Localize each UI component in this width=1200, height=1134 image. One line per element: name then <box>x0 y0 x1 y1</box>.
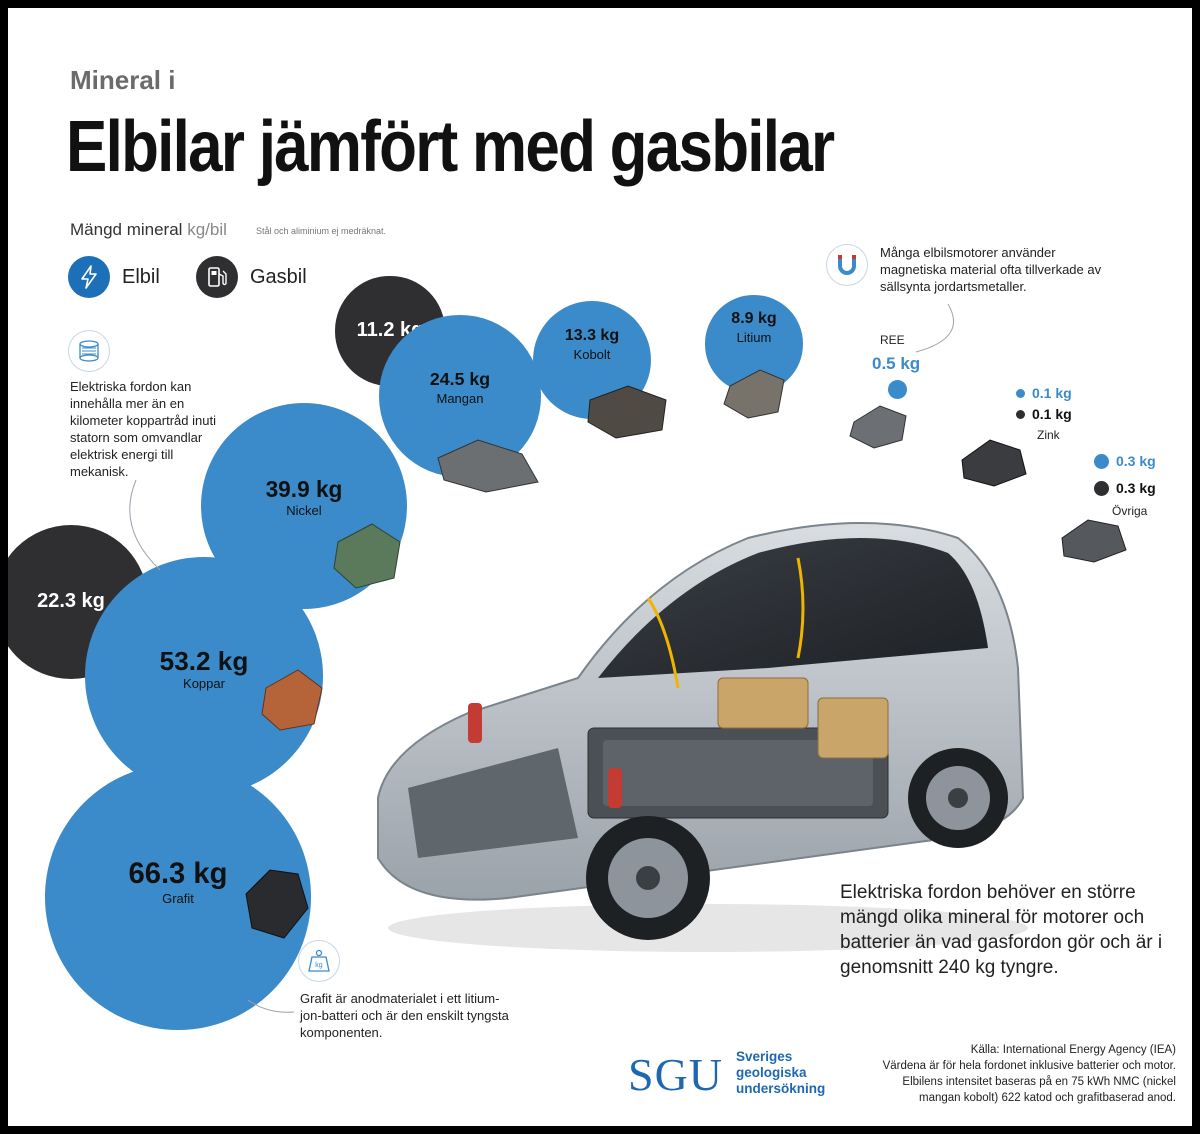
sgu-org-name: Sveriges geologiska undersökning <box>736 1049 825 1097</box>
ree-elbil-value: 0.5 kg <box>872 354 921 373</box>
wire-spool-icon <box>68 330 110 372</box>
chart-subtitle: Mängd mineral kg/bil <box>70 220 227 240</box>
subtitle-label: Mängd mineral <box>70 220 183 239</box>
copper-arrow <box>129 479 161 571</box>
source-line-3: Elbilens intensitet baseras på en 75 kWh… <box>902 1076 1176 1088</box>
bubble-elbil-mangan: 24.5 kg Mangan <box>379 315 541 477</box>
rock-ovriga <box>1061 519 1127 563</box>
zink-gasbil-row: 0.1 kg <box>1016 406 1072 422</box>
weight-icon-text: kg <box>315 962 323 969</box>
ree-label: REE <box>880 333 905 347</box>
fuel-pump-icon <box>196 256 238 298</box>
zink-label: Zink <box>1037 428 1060 442</box>
legend-gasbil: Gasbil <box>196 256 307 298</box>
org-line-2: geologiska <box>736 1065 807 1080</box>
kicker-text: Mineral i <box>70 65 176 95</box>
subtitle-unit: kg/bil <box>187 220 227 239</box>
legend-elbil-label: Elbil <box>122 265 160 288</box>
graphite-note: Grafit är anodmaterialet i ett litium-jo… <box>300 991 509 1040</box>
zink-gasbil-value: 0.1 kg <box>1032 406 1072 422</box>
lightning-icon <box>68 256 110 298</box>
ovriga-gasbil-dot <box>1094 480 1109 496</box>
rock-ree <box>849 405 907 449</box>
value-label-elbil-nickel: 39.9 kg <box>265 475 343 502</box>
value-label-elbil-kobolt: 13.3 kg <box>564 326 620 344</box>
bubble-elbil-nickel: 39.9 kg Nickel <box>201 403 407 609</box>
bubble-elbil-kobolt: 13.3 kg Kobolt <box>532 300 652 420</box>
ovriga-elbil-row: 0.3 kg <box>1094 453 1156 469</box>
summary-claim: Elektriska fordon behöver en större mäng… <box>840 882 1163 978</box>
magnet-arrow <box>915 303 955 353</box>
zink-elbil-dot <box>1016 388 1025 398</box>
weight-kg-icon: kg <box>298 940 340 982</box>
mineral-name-kobolt: Kobolt <box>573 346 611 362</box>
ovriga-gasbil-row: 0.3 kg <box>1094 480 1156 496</box>
ovriga-elbil-value: 0.3 kg <box>1116 453 1156 469</box>
subtitle-note: Stål och aliminium ej medräknat. <box>256 226 387 236</box>
source-line-2: Värdena är för hela fordonet inklusive b… <box>882 1060 1176 1072</box>
value-label-elbil-koppar: 53.2 kg <box>159 646 249 677</box>
mineral-name-litium: Litium <box>736 330 772 346</box>
legend-elbil: Elbil <box>68 256 160 298</box>
ovriga-elbil-dot <box>1094 453 1109 469</box>
source-line: Källa: International Energy Agency (IEA) <box>970 1044 1176 1056</box>
car-illustration <box>377 522 1028 952</box>
copper-note: Elektriska fordon kan innehålla mer än e… <box>70 379 216 479</box>
page-title: Elbilar jämfört med gasbilar <box>66 107 835 187</box>
ree-elbil-dot <box>888 380 907 399</box>
zink-elbil-row: 0.1 kg <box>1016 385 1072 401</box>
source-line-4: mangan kobolt) 622 katod och grafitbaser… <box>918 1092 1176 1104</box>
mineral-name-koppar: Koppar <box>183 676 225 692</box>
value-label-elbil-mangan: 24.5 kg <box>429 369 491 390</box>
value-label-elbil-litium: 8.9 kg <box>731 310 777 328</box>
magnet-icon <box>826 244 868 286</box>
mineral-name-grafit: Grafit <box>162 891 194 907</box>
bubble-elbil-grafit: 66.3 kg Grafit <box>45 764 311 1030</box>
legend-gasbil-label: Gasbil <box>250 265 307 288</box>
magnet-note: Många elbilsmotorer använder magnetiska … <box>880 245 1102 294</box>
mineral-name-nickel: Nickel <box>286 502 322 518</box>
org-line-1: Sveriges <box>736 1049 793 1064</box>
org-line-3: undersökning <box>736 1081 826 1096</box>
source-notes: Källa: International Energy Agency (IEA)… <box>856 1042 1176 1106</box>
ovriga-label: Övriga <box>1112 504 1148 518</box>
rock-zink <box>961 439 1027 487</box>
zink-gasbil-dot <box>1016 409 1025 419</box>
value-label-gasbil-koppar: 22.3 kg <box>37 589 105 612</box>
mineral-name-mangan: Mangan <box>436 390 484 406</box>
ovriga-gasbil-value: 0.3 kg <box>1116 480 1156 496</box>
value-label-elbil-grafit: 66.3 kg <box>128 858 228 891</box>
bubble-elbil-litium: 8.9 kg Litium <box>705 295 803 393</box>
zink-elbil-value: 0.1 kg <box>1032 385 1072 401</box>
sgu-logo: SGU <box>628 1049 724 1100</box>
infographic-canvas: Mineral i Elbilar jämfört med gasbilar M… <box>8 8 1192 1126</box>
